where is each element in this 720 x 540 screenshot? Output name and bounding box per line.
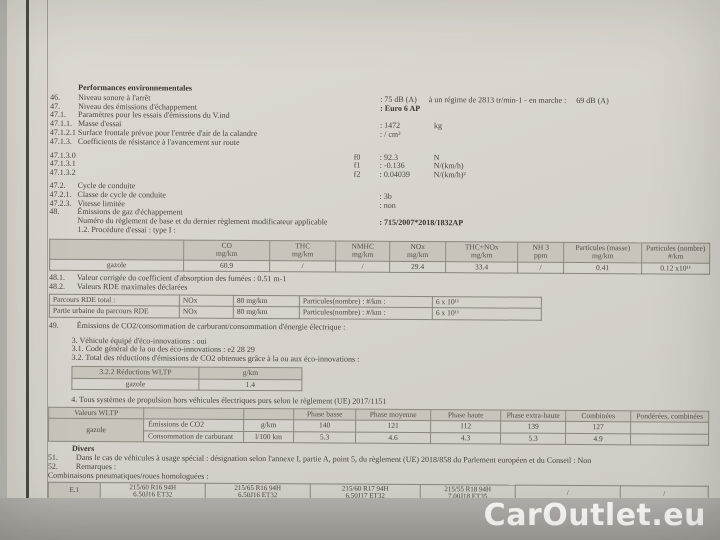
phase-combinees: Combinées xyxy=(565,410,631,423)
col-pm: Particules (masse) mg/km xyxy=(563,242,642,263)
eco-table-unit: g/km xyxy=(198,367,302,380)
wltp-corner: Valeurs WLTP xyxy=(48,407,144,420)
co-value: 60.9 xyxy=(183,259,270,272)
pn-value: 0.12 x10¹¹ xyxy=(641,262,710,275)
emissions-table: CO mg/km THC mg/km NMHC mg/km NOx mg/km THC+… xyxy=(49,239,710,276)
item-number: 47.1.3.2 xyxy=(49,167,76,178)
rde-pn-label: Particules(nombre) : #/km : xyxy=(299,295,433,308)
rde-table: Parcours RDE total : NOx 80 mg/km Partic… xyxy=(49,294,542,321)
item-label: Coefficients de résistance à l'avancemen… xyxy=(77,136,240,147)
document-page: Performances environnementales 46. Nivea… xyxy=(7,0,720,523)
phase-haute: Phase haute xyxy=(430,409,501,422)
eco-table-header: 3.2.2 Réductions WLTP xyxy=(71,366,199,379)
phase-extra-haute: Phase extra-haute xyxy=(500,409,566,422)
phase-ponderees: Pondérées, combinées xyxy=(630,410,709,423)
rde-limit: 80 mg/km xyxy=(233,306,300,319)
item-value: : 715/2007*2018/1832AP xyxy=(379,217,464,228)
fuel-label: gazole xyxy=(48,418,144,443)
rde-pollutant: NOx xyxy=(179,294,234,307)
nh3-value: / xyxy=(517,261,564,274)
rde-pn-value: 6 x 10¹¹ xyxy=(432,296,542,309)
col-nox: NOx mg/km xyxy=(389,241,446,262)
eco-reduction-table: 3.2.2 Réductions WLTP g/km gazole 1.4 xyxy=(71,366,302,391)
item-value: : / cm² xyxy=(379,129,401,139)
coefficient-symbol: f2 xyxy=(353,169,361,179)
rde-pollutant: NOx xyxy=(179,306,234,319)
item-label: Émissions de CO2/consommation de carbura… xyxy=(76,320,346,332)
item-label: 1.2. Procédure d'essai : type I : xyxy=(77,224,176,235)
phase-moyenne: Phase moyenne xyxy=(355,408,431,421)
rde-label: Parcours RDE total : xyxy=(49,294,180,307)
row-label: Émissions de CO2 xyxy=(143,419,244,432)
rde-row-urban: Partie urbaine du parcours RDE NOx 80 mg… xyxy=(49,305,542,321)
rde-pn-label: Particules(nombre) : #/km : xyxy=(299,307,433,320)
document-content: Performances environnementales 46. Nivea… xyxy=(48,83,711,523)
wltp-table: Valeurs WLTP Phase basse Phase moyenne P… xyxy=(48,407,709,447)
item-value: : non xyxy=(379,200,396,210)
thc-value: / xyxy=(269,260,336,273)
line-49: 49. Émissions de CO2/consommation de car… xyxy=(48,320,709,335)
col-nmhc: NMHC mg/km xyxy=(335,240,390,262)
item-number: 49. xyxy=(48,320,59,330)
watermark-logo: CarOutlet.eu xyxy=(483,498,706,533)
item-unit: N/(km/h)² xyxy=(433,170,466,180)
nox-value: 29.4 xyxy=(389,261,446,273)
item-unit: kg xyxy=(433,121,443,131)
pm-value: 0.41 xyxy=(563,262,642,275)
rde-label: Partie urbaine du parcours RDE xyxy=(49,305,180,318)
col-nh3: NH 3 ppm xyxy=(517,241,564,263)
rde-pn-value: 6 x 10¹¹ xyxy=(432,307,542,321)
item-number: 48.2. xyxy=(48,281,66,291)
row-unit: l/100 km xyxy=(243,431,294,444)
item-number: 47.1.3. xyxy=(49,136,72,146)
item-number: 48. xyxy=(49,207,60,217)
eco-reduction-value: 1.4 xyxy=(198,378,302,391)
col-thc: THC mg/km xyxy=(269,240,336,261)
row-label: Consommation de carburant xyxy=(143,430,244,443)
fuel-label: gazole xyxy=(49,259,184,272)
margin-line xyxy=(47,0,48,500)
rde-limit: 80 mg/km xyxy=(233,295,300,308)
thc-nox-value: 33.4 xyxy=(445,261,518,274)
nmhc-value: / xyxy=(335,260,390,273)
col-co: CO mg/km xyxy=(183,239,270,261)
row-unit: g/km xyxy=(243,419,294,432)
eco-innovations-block: 3. Véhicule équipé d'éco-innovations : o… xyxy=(71,336,708,394)
page-edge-line xyxy=(26,0,29,500)
col-thc-nox: THC+NOx mg/km xyxy=(445,241,518,262)
col-pn: Particules (nombre) #/km xyxy=(641,242,710,264)
photo-bottom-band xyxy=(0,498,720,540)
item-value: : 0.04039 xyxy=(379,169,410,180)
fuel-label: gazole xyxy=(71,377,199,391)
item-value: : Euro 6 AP xyxy=(380,103,421,113)
phase-basse: Phase basse xyxy=(293,408,356,421)
